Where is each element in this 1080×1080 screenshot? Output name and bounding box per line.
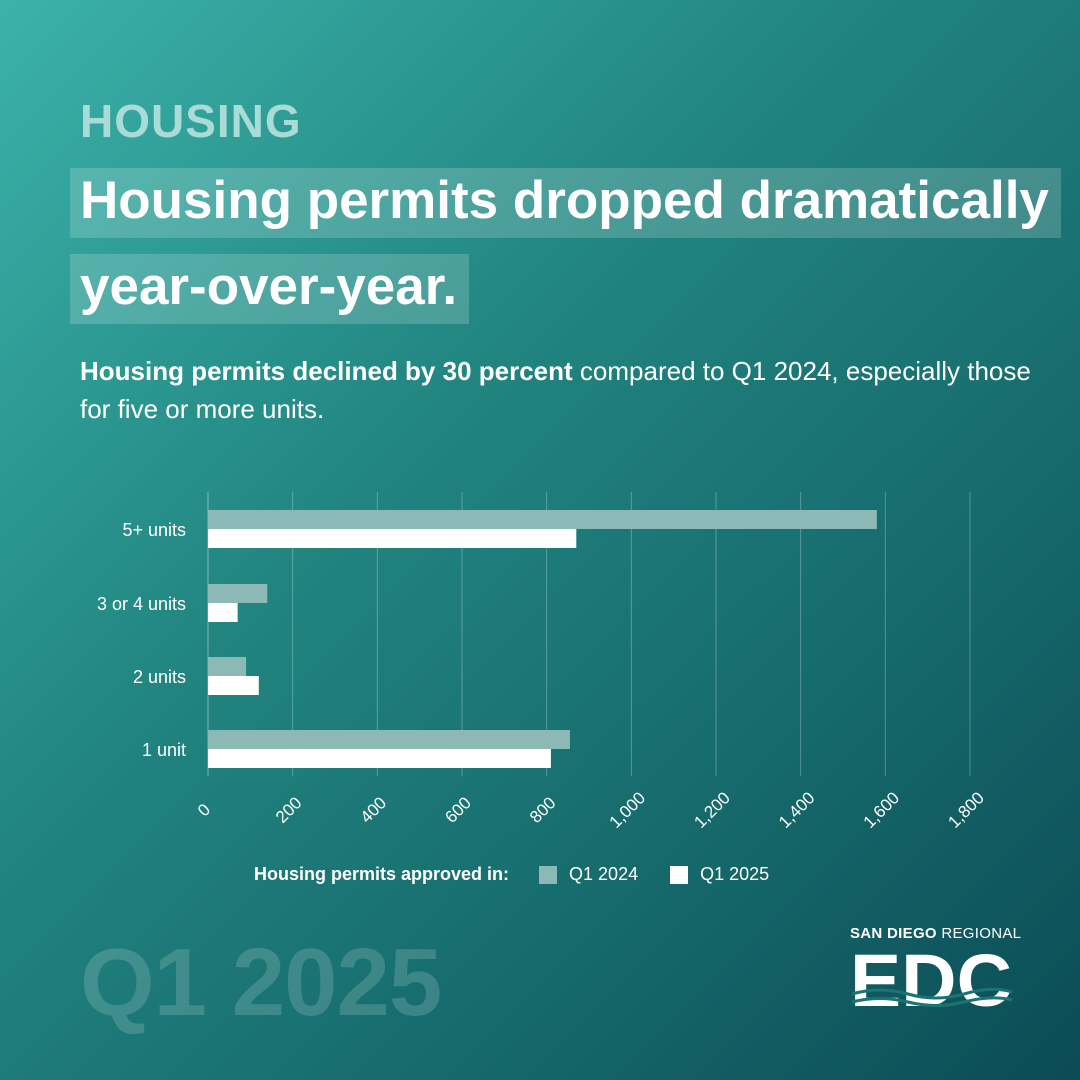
bar-2-units-q1-2024 bbox=[208, 657, 247, 676]
section-eyebrow: HOUSING bbox=[80, 95, 302, 147]
bar-5-units-q1-2025 bbox=[208, 529, 577, 548]
legend-label-q1-2024: Q1 2024 bbox=[569, 864, 639, 884]
category-label: 2 units bbox=[133, 667, 186, 687]
headline: Housing permits dropped dramatically yea… bbox=[70, 168, 1061, 324]
bar-2-units-q1-2025 bbox=[208, 676, 259, 695]
logo-org-bold: SAN DIEGO bbox=[850, 925, 937, 942]
headline-line-1: Housing permits dropped dramatically bbox=[70, 168, 1061, 238]
permits-bar-chart: 5+ units 3 or 4 units 2 units 1 unit 0 200 400… bbox=[97, 492, 988, 832]
quarter-watermark: Q1 2025 bbox=[80, 929, 442, 1036]
legend-label-q1-2025: Q1 2025 bbox=[700, 864, 770, 884]
x-tick-label: 200 bbox=[272, 793, 305, 826]
logo-wave-2 bbox=[851, 996, 1013, 1007]
chart-legend: Housing permits approved in: Q1 2024 Q1 … bbox=[254, 864, 801, 885]
x-tick-label: 1,600 bbox=[860, 788, 904, 832]
headline-line-2: year-over-year. bbox=[70, 254, 470, 324]
x-tick-label: 1,800 bbox=[944, 788, 988, 832]
x-tick-label: 1,000 bbox=[606, 788, 650, 832]
logo-mark-text: EDC bbox=[850, 946, 1012, 1016]
bar-1-unit-q1-2025 bbox=[208, 749, 551, 768]
legend-item-q1-2025: Q1 2025 bbox=[670, 864, 769, 885]
x-tick-label: 1,200 bbox=[690, 788, 734, 832]
category-label: 5+ units bbox=[122, 520, 186, 540]
x-tick-label: 1,400 bbox=[775, 788, 819, 832]
logo-wave-1 bbox=[851, 987, 1013, 1000]
bar-5-units-q1-2024 bbox=[208, 510, 877, 529]
category-label: 3 or 4 units bbox=[97, 594, 186, 614]
bar-3-or-4-units-q1-2024 bbox=[208, 584, 268, 603]
bar-1-unit-q1-2024 bbox=[208, 730, 570, 749]
logo-org-light: REGIONAL bbox=[936, 925, 1022, 942]
x-tick-label: 400 bbox=[357, 793, 390, 826]
legend-swatch-q1-2024 bbox=[539, 865, 558, 884]
edc-logo: SAN DIEGO REGIONAL EDC bbox=[850, 925, 1022, 1022]
bar-3-or-4-units-q1-2025 bbox=[208, 603, 238, 622]
subtitle-rest: compared to Q1 2024, especially those fo… bbox=[80, 356, 1031, 424]
subtitle-bold: Housing permits declined by 30 percent bbox=[80, 356, 573, 386]
x-tick-label: 800 bbox=[526, 793, 559, 826]
subtitle: Housing permits declined by 30 percent c… bbox=[80, 352, 1040, 428]
legend-title: Housing permits approved in: bbox=[254, 864, 510, 884]
x-tick-label: 600 bbox=[441, 793, 474, 826]
category-label: 1 unit bbox=[142, 740, 186, 760]
legend-swatch-q1-2025 bbox=[670, 865, 689, 884]
x-tick-label: 0 bbox=[194, 800, 214, 820]
legend-item-q1-2024: Q1 2024 bbox=[539, 864, 638, 885]
edc-logo-mark: EDC bbox=[850, 939, 1013, 1022]
logo-org-name: SAN DIEGO REGIONAL bbox=[850, 925, 1022, 942]
